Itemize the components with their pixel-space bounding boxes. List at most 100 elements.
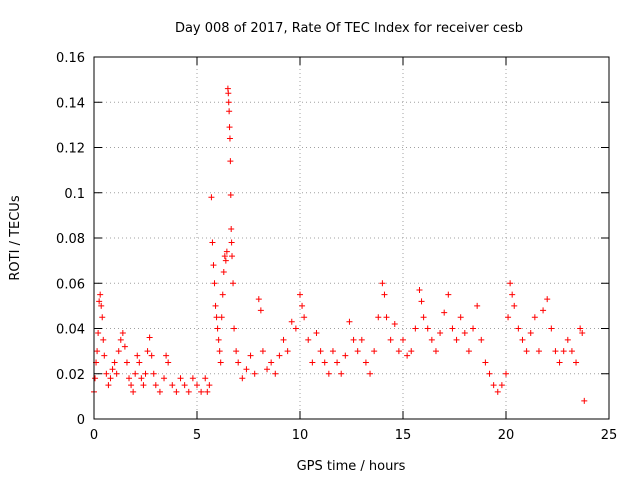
data-point	[226, 108, 233, 115]
data-point	[209, 239, 216, 246]
data-point	[367, 370, 374, 377]
data-point	[227, 192, 234, 199]
data-point	[235, 359, 242, 366]
x-tick-label: 25	[601, 428, 618, 443]
data-point	[257, 307, 264, 314]
data-point	[509, 291, 516, 298]
data-point	[531, 314, 538, 321]
data-point	[134, 352, 141, 359]
data-point	[107, 375, 114, 382]
data-point	[99, 314, 106, 321]
data-point	[169, 382, 176, 389]
data-point	[292, 325, 299, 332]
data-point	[503, 370, 509, 377]
data-point	[227, 158, 234, 165]
data-point	[441, 309, 448, 316]
data-point	[544, 296, 551, 303]
data-point	[202, 375, 209, 382]
y-tick-label: 0	[77, 413, 85, 428]
data-point	[226, 124, 233, 131]
data-point	[228, 239, 235, 246]
data-point	[478, 336, 485, 343]
data-point	[115, 348, 122, 355]
data-point	[222, 257, 229, 264]
data-point	[284, 348, 291, 355]
data-point	[321, 359, 328, 366]
data-point	[103, 370, 110, 377]
data-point	[130, 388, 137, 395]
data-point	[218, 314, 225, 321]
data-point	[225, 99, 232, 106]
data-point	[432, 348, 439, 355]
data-point	[211, 280, 218, 287]
axis-ticks: 0 0.02 0.04 0.06 0.08 0.1 0.12 0.14 0.16 0 5 10 15 20…	[56, 51, 617, 443]
data-point	[189, 375, 196, 382]
data-point	[100, 336, 107, 343]
data-point	[230, 280, 237, 287]
data-point	[204, 388, 211, 395]
data-point	[150, 370, 157, 377]
data-point	[288, 318, 295, 325]
data-point	[198, 388, 205, 395]
data-point	[379, 280, 386, 287]
data-point	[358, 336, 365, 343]
data-point	[338, 370, 345, 377]
data-point	[226, 135, 233, 142]
data-point	[540, 307, 547, 314]
y-tick-label: 0.06	[56, 277, 85, 292]
data-point	[465, 348, 472, 355]
data-point	[268, 359, 275, 366]
data-point	[272, 370, 279, 377]
data-point	[264, 366, 271, 373]
data-point	[212, 302, 219, 309]
data-point	[309, 359, 316, 366]
data-point	[383, 314, 390, 321]
data-point	[334, 359, 341, 366]
data-point	[581, 397, 588, 404]
data-point	[317, 348, 324, 355]
data-points	[91, 85, 588, 404]
y-tick-label: 0.14	[56, 96, 85, 111]
data-point	[163, 352, 170, 359]
data-point	[305, 336, 312, 343]
x-tick-label: 0	[90, 428, 98, 443]
data-point	[177, 375, 184, 382]
data-point	[519, 336, 526, 343]
data-point	[371, 348, 378, 355]
data-point	[113, 370, 120, 377]
data-point	[412, 325, 419, 332]
data-point	[101, 352, 108, 359]
data-point	[156, 388, 163, 395]
data-point	[121, 343, 128, 350]
grid	[94, 57, 609, 419]
data-point	[194, 382, 200, 389]
data-point	[375, 314, 382, 321]
data-point	[221, 253, 228, 260]
data-point	[445, 291, 452, 298]
data-point	[280, 336, 287, 343]
y-tick-label: 0.1	[64, 187, 85, 202]
data-point	[299, 302, 306, 309]
data-point	[350, 336, 357, 343]
data-point	[146, 334, 153, 341]
data-point	[208, 194, 215, 201]
data-point	[577, 325, 584, 332]
data-point	[408, 348, 415, 355]
data-point	[453, 336, 460, 343]
y-tick-label: 0.08	[56, 232, 85, 247]
data-point	[505, 314, 512, 321]
data-point	[216, 348, 223, 355]
data-point	[486, 370, 493, 377]
y-tick-label: 0.12	[56, 142, 85, 157]
data-point	[220, 268, 227, 275]
data-point	[148, 352, 155, 359]
data-point	[217, 359, 224, 366]
data-point	[239, 375, 246, 382]
y-tick-label: 0.04	[56, 323, 85, 338]
data-point	[560, 348, 567, 355]
data-point	[325, 370, 332, 377]
data-point	[223, 248, 230, 255]
data-point	[128, 382, 135, 389]
data-point	[136, 359, 143, 366]
x-tick-label: 5	[193, 428, 201, 443]
